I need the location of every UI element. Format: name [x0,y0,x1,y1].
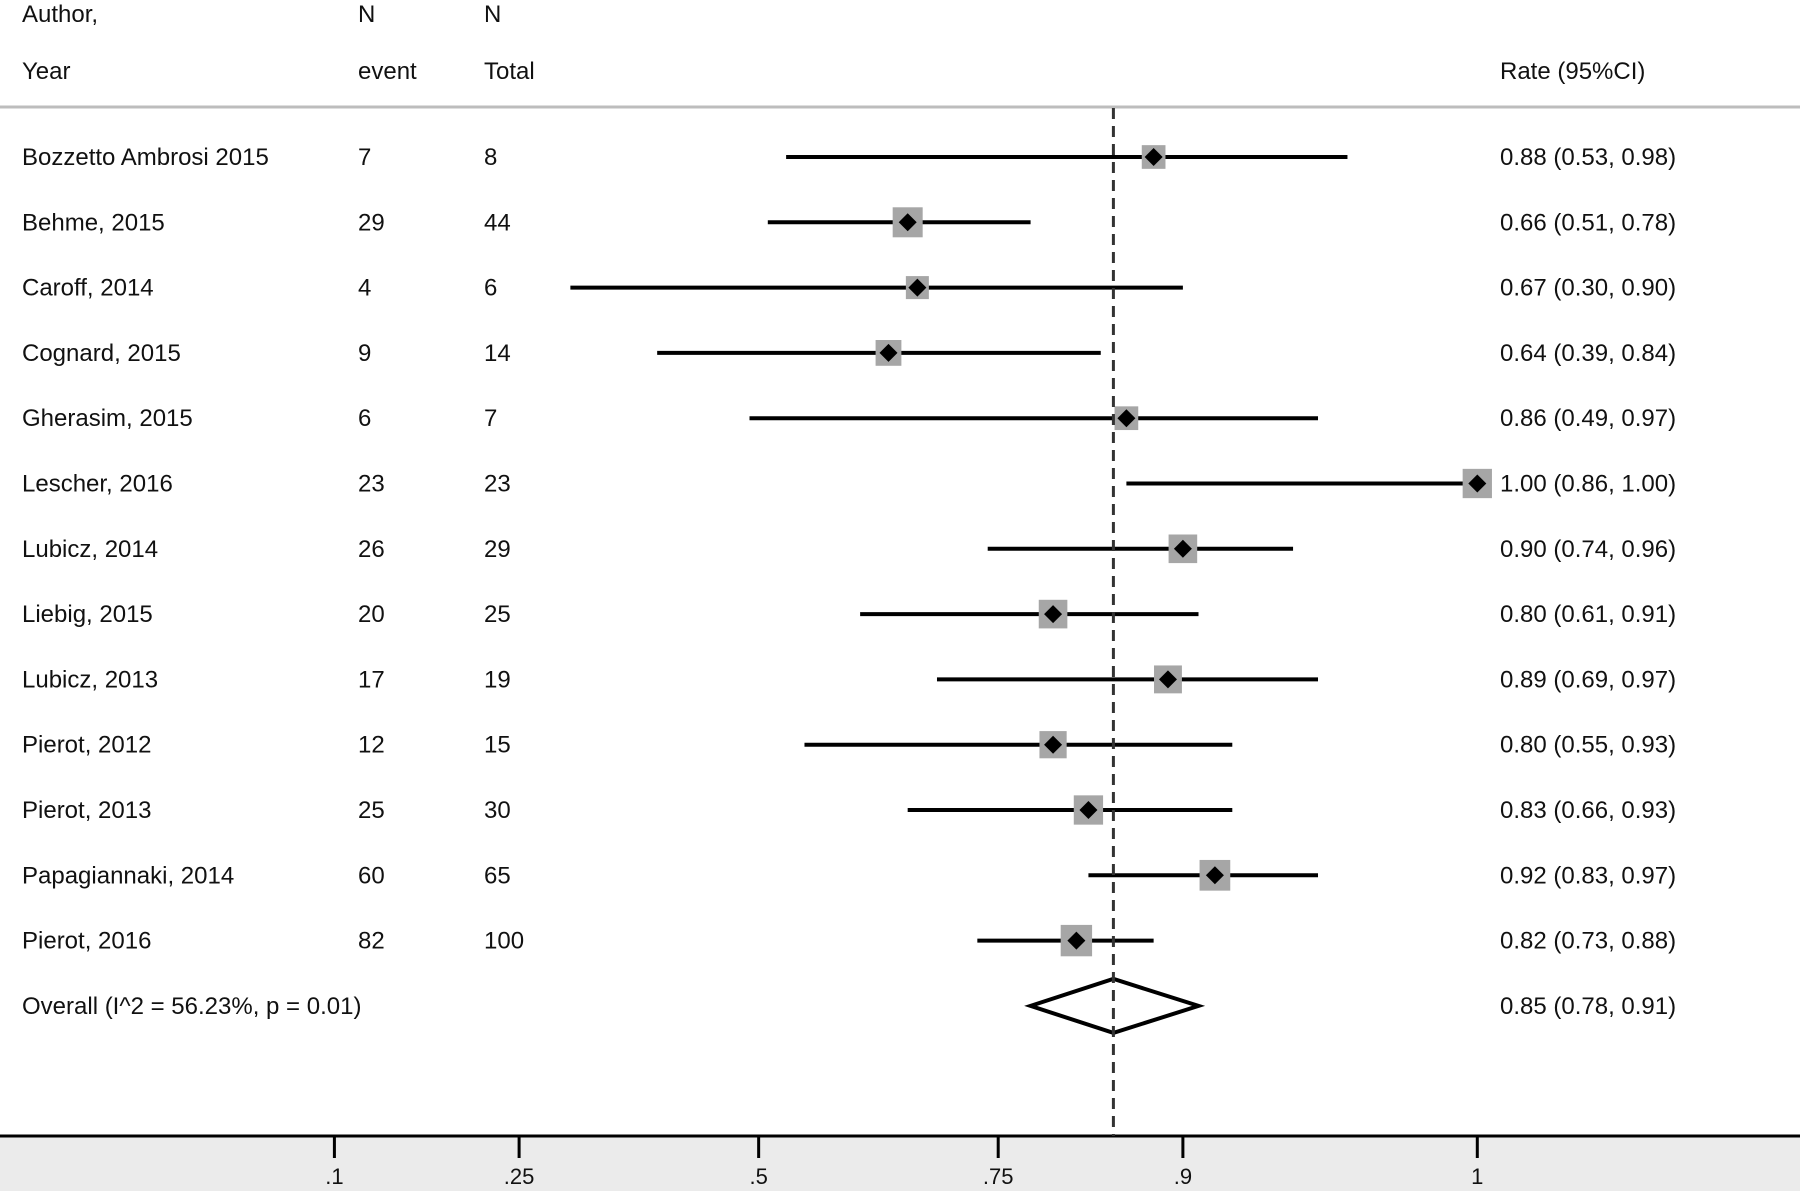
x-tick-label: .9 [1174,1164,1192,1189]
header-n-event: event [358,58,417,85]
point-estimate [1079,801,1098,819]
n-total-value: 6 [484,275,497,302]
rate-ci-value: 0.67 (0.30, 0.90) [1500,275,1676,302]
header-n-event-top: N [358,1,375,28]
rows-layer: Bozzetto Ambrosi 2015 7 8 0.88 (0.53, 0.98)… [22,144,1676,1020]
header-rate: Rate (95%CI) [1500,58,1645,85]
point-estimate [1468,474,1487,493]
axis-band [0,1136,1800,1191]
study-label: Pierot, 2013 [22,797,151,824]
n-event-value: 17 [358,666,385,693]
study-label: Cognard, 2015 [22,340,181,367]
n-event-value: 29 [358,209,385,236]
point-estimate [879,343,898,362]
n-event-value: 25 [358,797,385,824]
header-year: Year [22,58,71,85]
n-total-value: 65 [484,862,511,889]
rate-ci-value: 0.88 (0.53, 0.98) [1500,144,1676,171]
n-event-value: 26 [358,536,385,563]
n-event-value: 6 [358,405,371,432]
point-estimate [898,213,917,232]
n-total-value: 14 [484,340,511,367]
n-event-value: 9 [358,340,371,367]
rate-ci-value: 0.80 (0.61, 0.91) [1500,601,1676,628]
x-tick-label: .75 [983,1164,1014,1189]
n-total-value: 44 [484,209,511,236]
n-event-value: 12 [358,732,385,759]
n-event-value: 23 [358,471,385,498]
header-author: Author, [22,1,98,28]
n-total-value: 8 [484,144,497,171]
study-label: Pierot, 2016 [22,928,151,955]
n-total-value: 7 [484,405,497,432]
point-estimate [1044,605,1063,624]
point-estimate [1117,409,1136,428]
n-total-value: 23 [484,471,511,498]
overall-diamond [1024,976,1206,1036]
study-label: Liebig, 2015 [22,601,153,628]
n-total-value: 15 [484,732,511,759]
n-event-value: 7 [358,144,371,171]
study-label: Behme, 2015 [22,209,165,236]
study-label: Lubicz, 2014 [22,536,158,563]
study-label: Lescher, 2016 [22,471,173,498]
n-event-value: 82 [358,928,385,955]
n-event-value: 60 [358,862,385,889]
x-tick-label: .5 [749,1164,767,1189]
header-n-total: Total [484,58,535,85]
overall-rate-ci: 0.85 (0.78, 0.91) [1500,993,1676,1020]
point-estimate [1205,866,1224,885]
n-event-value: 20 [358,601,385,628]
study-label: Caroff, 2014 [22,275,154,302]
n-total-value: 100 [484,928,524,955]
n-total-value: 25 [484,601,511,628]
n-event-value: 4 [358,275,371,302]
point-estimate [1158,670,1177,689]
marks-layer [570,145,1492,1036]
study-label: Gherasim, 2015 [22,405,193,432]
point-estimate [1044,735,1063,754]
n-total-value: 29 [484,536,511,563]
x-axis: .1 .25 .5 .75 .9 1 [325,1136,1483,1189]
x-tick-label: 1 [1471,1164,1483,1189]
rate-ci-value: 0.92 (0.83, 0.97) [1500,862,1676,889]
point-estimate [908,278,927,297]
rate-ci-value: 0.89 (0.69, 0.97) [1500,666,1676,693]
overall-label: Overall (I^2 = 56.23%, p = 0.01) [22,993,361,1020]
header-n-total-top: N [484,1,501,28]
rate-ci-value: 0.66 (0.51, 0.78) [1500,209,1676,236]
n-total-value: 19 [484,666,511,693]
study-label: Pierot, 2012 [22,732,151,759]
study-label: Lubicz, 2013 [22,666,158,693]
point-estimate [1144,148,1163,166]
point-estimate [1173,539,1192,558]
study-label: Papagiannaki, 2014 [22,862,234,889]
rate-ci-value: 1.00 (0.86, 1.00) [1500,471,1676,498]
rate-ci-value: 0.80 (0.55, 0.93) [1500,732,1676,759]
x-tick-label: .1 [325,1164,343,1189]
rate-ci-value: 0.90 (0.74, 0.96) [1500,536,1676,563]
point-estimate [1067,931,1086,950]
x-tick-label: .25 [504,1164,535,1189]
rate-ci-value: 0.64 (0.39, 0.84) [1500,340,1676,367]
n-total-value: 30 [484,797,511,824]
rate-ci-value: 0.83 (0.66, 0.93) [1500,797,1676,824]
rate-ci-value: 0.82 (0.73, 0.88) [1500,928,1676,955]
study-label: Bozzetto Ambrosi 2015 [22,144,269,171]
rate-ci-value: 0.86 (0.49, 0.97) [1500,405,1676,432]
